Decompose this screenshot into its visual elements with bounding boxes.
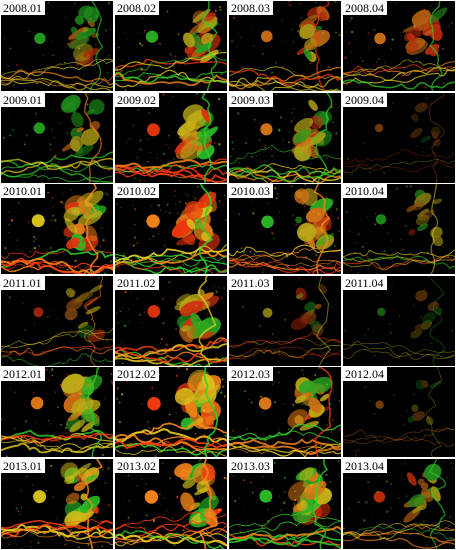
wetland-map-image bbox=[343, 275, 455, 366]
wetland-map-image bbox=[115, 458, 227, 549]
map-panel: 2011.02 bbox=[115, 275, 227, 366]
panel-date-label: 2012.03 bbox=[229, 367, 273, 382]
map-panel: 2008.01 bbox=[1, 1, 113, 91]
wetland-map-image bbox=[343, 184, 455, 275]
wetland-map-image bbox=[1, 367, 113, 458]
map-panel: 2013.01 bbox=[1, 458, 113, 549]
wetland-map-image bbox=[115, 367, 227, 458]
map-panel: 2010.04 bbox=[343, 184, 455, 275]
wetland-map-image bbox=[229, 367, 341, 458]
wetland-map-image bbox=[343, 367, 455, 458]
map-panel: 2013.02 bbox=[115, 458, 227, 549]
panel-date-label: 2009.01 bbox=[1, 92, 45, 107]
wetland-map-image bbox=[115, 275, 227, 366]
panel-date-label: 2012.04 bbox=[343, 367, 387, 382]
panel-date-label: 2008.02 bbox=[115, 1, 159, 15]
panel-date-label: 2013.02 bbox=[115, 458, 159, 473]
panel-date-label: 2011.04 bbox=[343, 275, 387, 290]
panel-date-label: 2013.01 bbox=[1, 458, 45, 473]
map-panel: 2012.03 bbox=[229, 367, 341, 458]
wetland-map-image bbox=[115, 1, 227, 91]
wetland-map-image bbox=[229, 92, 341, 183]
panel-date-label: 2011.02 bbox=[115, 275, 159, 290]
wetland-map-image bbox=[229, 458, 341, 549]
map-panel: 2009.04 bbox=[343, 92, 455, 183]
panel-date-label: 2009.02 bbox=[115, 92, 159, 107]
map-panel: 2010.02 bbox=[115, 184, 227, 275]
wetland-map-image bbox=[343, 458, 455, 549]
panel-date-label: 2008.01 bbox=[1, 1, 45, 15]
map-panel: 2009.01 bbox=[1, 92, 113, 183]
map-panel: 2013.03 bbox=[229, 458, 341, 549]
map-panel: 2009.02 bbox=[115, 92, 227, 183]
panel-date-label: 2012.01 bbox=[1, 367, 45, 382]
map-panel: 2009.03 bbox=[229, 92, 341, 183]
wetland-map-image bbox=[115, 184, 227, 275]
panel-date-label: 2010.03 bbox=[229, 184, 273, 199]
panel-date-label: 2013.04 bbox=[343, 458, 387, 473]
wetland-map-image bbox=[115, 92, 227, 183]
map-panel: 2011.03 bbox=[229, 275, 341, 366]
panel-date-label: 2009.04 bbox=[343, 92, 387, 107]
panel-date-label: 2012.02 bbox=[115, 367, 159, 382]
panel-date-label: 2009.03 bbox=[229, 92, 273, 107]
map-panel: 2010.01 bbox=[1, 184, 113, 275]
map-panel: 2011.04 bbox=[343, 275, 455, 366]
map-panel: 2012.04 bbox=[343, 367, 455, 458]
map-panel: 2008.03 bbox=[229, 1, 341, 91]
wetland-map-image bbox=[343, 1, 455, 91]
panel-date-label: 2010.02 bbox=[115, 184, 159, 199]
map-panel: 2013.04 bbox=[343, 458, 455, 549]
wetland-map-image bbox=[229, 275, 341, 366]
map-panel: 2008.04 bbox=[343, 1, 455, 91]
wetland-map-image bbox=[1, 184, 113, 275]
map-panel: 2011.01 bbox=[1, 275, 113, 366]
panel-date-label: 2010.04 bbox=[343, 184, 387, 199]
wetland-map-image bbox=[1, 1, 113, 91]
map-panel: 2012.01 bbox=[1, 367, 113, 458]
panel-date-label: 2011.03 bbox=[229, 275, 273, 290]
panel-date-label: 2010.01 bbox=[1, 184, 45, 199]
wetland-map-image bbox=[229, 184, 341, 275]
map-panel: 2012.02 bbox=[115, 367, 227, 458]
map-panel: 2008.02 bbox=[115, 1, 227, 91]
panel-date-label: 2008.03 bbox=[229, 1, 273, 15]
wetland-map-image bbox=[1, 458, 113, 549]
wetland-map-image bbox=[1, 92, 113, 183]
panel-date-label: 2011.01 bbox=[1, 275, 45, 290]
map-panel: 2010.03 bbox=[229, 184, 341, 275]
wetland-map-image bbox=[229, 1, 341, 91]
panel-date-label: 2008.04 bbox=[343, 1, 387, 15]
panel-date-label: 2013.03 bbox=[229, 458, 273, 473]
wetland-map-image bbox=[343, 92, 455, 183]
wetland-map-image bbox=[1, 275, 113, 366]
